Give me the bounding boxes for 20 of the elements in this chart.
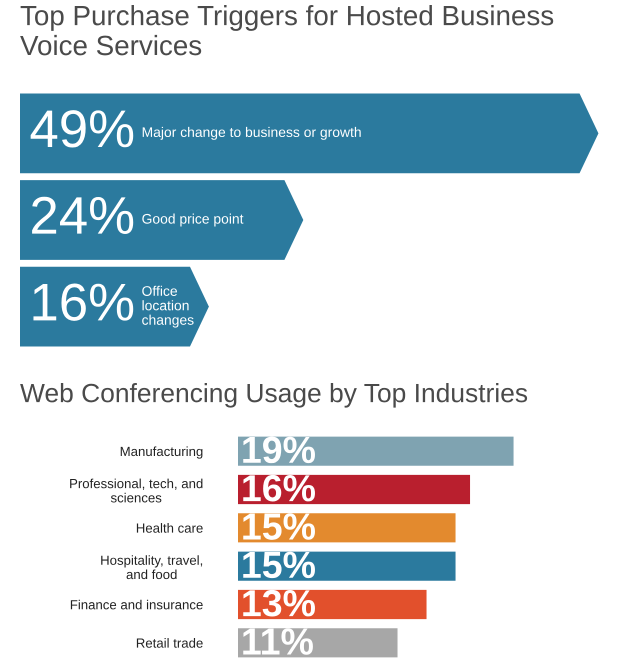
data-label: 24% <box>32 196 134 234</box>
data-label: 15% <box>243 552 315 578</box>
y-tick-label: Hospitality, travel, and food <box>101 555 202 580</box>
y-tick-label: Professional, tech, and sciences <box>70 478 202 502</box>
y-tick-label: Retail trade <box>136 638 203 648</box>
data-label: 15% <box>243 513 315 540</box>
data-label: 16% <box>33 283 134 321</box>
chart-title: Top Purchase Triggers for Hosted Business Voice Services <box>20 5 554 56</box>
category-label: Major change to business or growth <box>142 126 361 140</box>
data-label: 13% <box>243 590 315 617</box>
y-tick-label: Manufacturing <box>120 446 202 459</box>
y-tick-label: Health care <box>136 523 203 533</box>
data-label: 19% <box>243 436 315 464</box>
data-label: 49% <box>30 110 134 148</box>
y-tick-label: Finance and insurance <box>70 600 203 610</box>
data-label: 16% <box>243 474 315 502</box>
category-label: Good price point <box>142 214 244 226</box>
chart-title: Web Conferencing Usage by Top Industries <box>20 383 528 408</box>
category-label: Office location changes <box>142 286 194 328</box>
data-label: 11% <box>243 628 313 655</box>
